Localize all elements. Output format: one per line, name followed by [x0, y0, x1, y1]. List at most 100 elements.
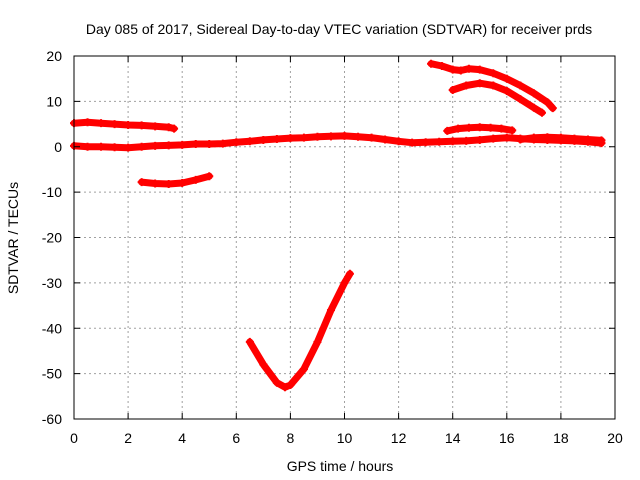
data-point: [475, 135, 484, 144]
data-point: [137, 142, 146, 151]
data-point: [191, 140, 200, 149]
data-point: [340, 131, 349, 140]
data-point: [272, 378, 281, 387]
data-point: [151, 141, 160, 150]
data-points-layer: [70, 59, 606, 392]
data-point: [178, 179, 187, 188]
data-point: [164, 179, 173, 188]
x-tick-label: 16: [499, 430, 515, 446]
data-point: [83, 118, 92, 127]
y-tick-label: -60: [42, 411, 62, 427]
data-point: [408, 138, 417, 147]
data-point: [489, 69, 498, 78]
data-point: [124, 143, 133, 152]
data-point: [137, 121, 146, 130]
x-tick-label: 12: [391, 430, 407, 446]
data-point: [475, 79, 484, 88]
y-axis-label: SDTVAR / TECUs: [5, 182, 21, 294]
data-point: [456, 66, 465, 75]
data-point: [326, 132, 335, 141]
data-point: [583, 135, 592, 144]
series-arc-negative-8: [137, 172, 214, 188]
data-point: [543, 133, 552, 142]
data-point: [205, 172, 214, 181]
data-point: [272, 135, 281, 144]
series-arc-dip-53: [245, 269, 354, 392]
data-point: [529, 103, 538, 112]
data-point: [516, 95, 525, 104]
data-point: [97, 119, 106, 128]
series-line: [70, 132, 605, 152]
data-point: [151, 122, 160, 131]
x-tick-label: 18: [553, 430, 569, 446]
data-point: [502, 86, 511, 95]
data-point: [421, 138, 430, 147]
data-point: [497, 124, 506, 133]
data-point: [151, 179, 160, 188]
data-point: [381, 135, 390, 144]
y-tick-label: 10: [46, 93, 62, 109]
data-point: [326, 306, 335, 315]
data-point: [448, 86, 457, 95]
axis-ticks: 0 2 4 6 8 10 12 14 16 18 20 -60 -50 -40 -30 -20 -10 0 10 20: [42, 48, 623, 446]
data-point: [502, 74, 511, 83]
series-arc-right-2: [516, 133, 606, 145]
data-point: [299, 133, 308, 142]
data-point: [427, 59, 436, 68]
data-point: [313, 337, 322, 346]
x-tick-label: 20: [607, 430, 623, 446]
data-point: [205, 140, 214, 149]
y-tick-label: 0: [54, 139, 62, 155]
data-point: [345, 269, 354, 278]
y-tick-label: 20: [46, 48, 62, 64]
data-point: [475, 65, 484, 74]
data-point: [462, 136, 471, 145]
data-point: [191, 175, 200, 184]
data-point: [280, 383, 289, 392]
data-point: [286, 380, 295, 389]
data-point: [313, 132, 322, 141]
data-point: [286, 134, 295, 143]
series-line: [246, 270, 354, 391]
data-point: [245, 137, 254, 146]
series-arc-upper-2: [448, 79, 546, 117]
data-point: [110, 120, 119, 129]
data-point: [448, 65, 457, 74]
data-point: [367, 133, 376, 142]
x-tick-label: 2: [124, 430, 132, 446]
x-tick-label: 14: [445, 430, 461, 446]
data-point: [570, 134, 579, 143]
y-tick-label: -50: [42, 366, 62, 382]
data-point: [462, 81, 471, 90]
y-tick-label: -10: [42, 184, 62, 200]
data-point: [537, 108, 546, 117]
series-arc-upper-1: [427, 59, 557, 113]
data-point: [489, 134, 498, 143]
data-point: [170, 124, 179, 133]
data-point: [137, 178, 146, 187]
data-point: [110, 143, 119, 152]
data-point: [354, 132, 363, 141]
y-tick-label: -40: [42, 320, 62, 336]
y-tick-label: -20: [42, 230, 62, 246]
series-arc-top-left: [70, 118, 179, 133]
data-point: [443, 126, 452, 135]
data-point: [529, 89, 538, 98]
data-point: [529, 133, 538, 142]
data-point: [489, 81, 498, 90]
y-tick-label: -30: [42, 275, 62, 291]
data-point: [394, 137, 403, 146]
data-point: [597, 136, 606, 145]
data-point: [259, 360, 268, 369]
data-point: [164, 141, 173, 150]
data-point: [454, 124, 463, 133]
series-arc-mid-4: [443, 123, 517, 135]
data-point: [516, 81, 525, 90]
data-point: [124, 120, 133, 129]
data-point: [516, 135, 525, 144]
x-tick-label: 4: [178, 430, 186, 446]
data-point: [448, 137, 457, 146]
chart-title: Day 085 of 2017, Sidereal Day-to-day VTE…: [86, 21, 592, 37]
x-tick-label: 8: [287, 430, 295, 446]
